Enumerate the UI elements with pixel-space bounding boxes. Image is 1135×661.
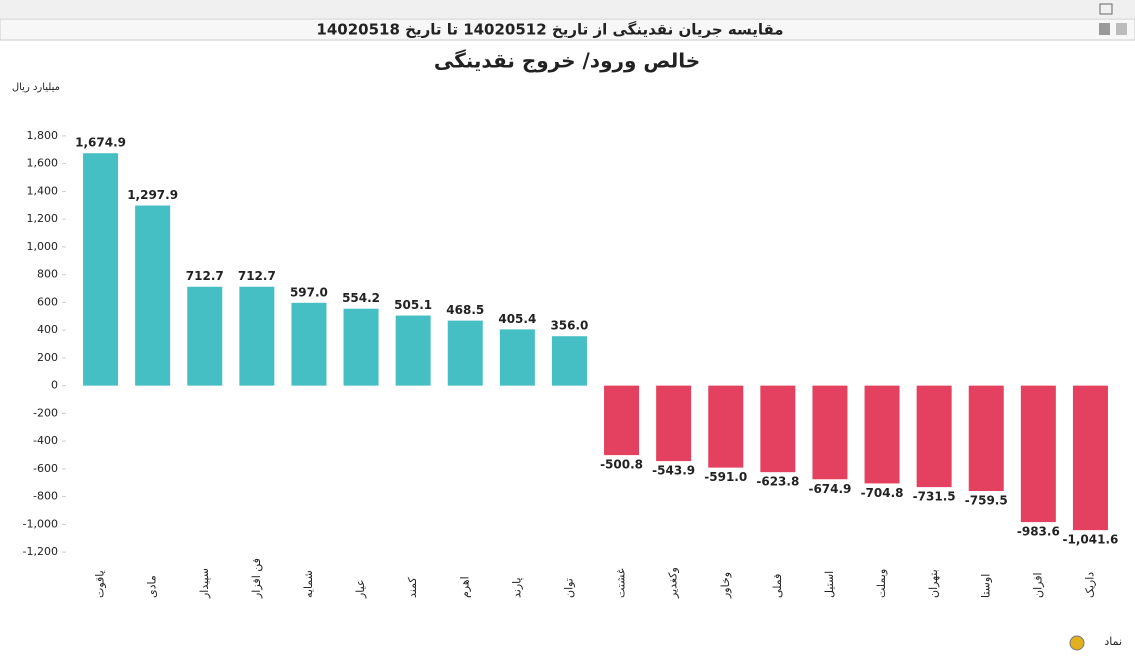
x-tick-label: کمند (406, 577, 419, 598)
x-tick-label: سپیدار (198, 568, 211, 599)
x-tick-label: شمایه (302, 570, 315, 598)
x-tick-label: غشتت (615, 568, 628, 598)
y-tick-label: 1,600 (27, 157, 59, 170)
bar (760, 385, 796, 473)
title-bar (0, 18, 1135, 41)
y-tick-label: 400 (37, 323, 58, 336)
x-axis-label: نماد (1104, 635, 1122, 648)
y-tick-label: 0 (51, 379, 58, 392)
value-label: 405.4 (498, 312, 536, 326)
x-tick-label: فن افزار (250, 558, 263, 599)
y-axis-label: میلیارد ریال (12, 82, 60, 93)
value-label: 468.5 (446, 303, 484, 317)
y-tick-label: 1,000 (27, 240, 59, 253)
chart-title: خالص ورود/ خروج نقدینگی (434, 49, 700, 73)
x-tick-label: اهرم (458, 576, 471, 598)
value-label: 356.0 (550, 319, 588, 333)
x-tick-label: بتهران (927, 569, 940, 598)
bar (395, 315, 431, 386)
value-label: -704.8 (861, 486, 904, 500)
bar (551, 336, 587, 386)
page-title: مقایسه جریان نقدینگی از تاریخ 14020512 ت… (316, 21, 783, 39)
bar (499, 329, 535, 386)
bar (135, 205, 171, 386)
x-tick-label: افران (1031, 572, 1044, 598)
bar (916, 385, 952, 488)
x-tick-label: اوستا (979, 574, 992, 598)
y-tick-label: 800 (37, 268, 58, 281)
value-label: -674.9 (808, 482, 851, 496)
bar (239, 286, 275, 386)
x-tick-label: استیل (823, 571, 836, 598)
bar (604, 385, 640, 456)
value-label: 597.0 (290, 285, 328, 299)
value-label: -591.0 (704, 470, 747, 484)
bar (968, 385, 1004, 492)
print-button[interactable] (1099, 23, 1110, 35)
y-tick-label: -1,200 (23, 545, 58, 558)
x-tick-label: فملی (771, 574, 784, 598)
bar (83, 153, 119, 386)
x-tick-label: یاقوت (94, 570, 107, 598)
export-button[interactable] (1116, 23, 1127, 35)
y-tick-label: 200 (37, 351, 58, 364)
bar (291, 302, 327, 386)
value-label: -543.9 (652, 464, 695, 478)
y-tick-label: -600 (33, 462, 58, 475)
x-tick-label: مادی (146, 575, 159, 598)
value-label: -731.5 (913, 490, 956, 504)
bar (187, 286, 223, 386)
value-label: 505.1 (394, 298, 432, 312)
y-tick-label: -1,000 (23, 517, 58, 530)
bar (656, 385, 692, 462)
value-label: 554.2 (342, 291, 380, 305)
y-tick-label: -400 (33, 434, 58, 447)
y-tick-label: 1,400 (27, 184, 59, 197)
bar (812, 385, 848, 480)
value-label: -983.6 (1017, 525, 1060, 539)
bar (1072, 385, 1108, 531)
x-tick-label: عیار (354, 579, 367, 599)
bar (1020, 385, 1056, 523)
x-tick-label: توان (562, 578, 575, 598)
bar (708, 385, 744, 468)
x-tick-label: پارند (510, 577, 523, 598)
bar (343, 308, 379, 386)
y-tick-label: 600 (37, 295, 58, 308)
value-label: -500.8 (600, 458, 643, 472)
value-label: -1,041.6 (1063, 533, 1119, 547)
value-label: 712.7 (186, 269, 224, 283)
x-tick-label: وبملت (875, 569, 888, 598)
top-bar (0, 0, 1135, 18)
y-tick-label: 1,800 (27, 129, 59, 142)
y-tick-label: -800 (33, 490, 58, 503)
y-tick-label: 1,200 (27, 212, 59, 225)
y-tick-label: -200 (33, 406, 58, 419)
icon[interactable] (1069, 635, 1085, 651)
minimize-button[interactable] (1099, 3, 1113, 15)
value-label: -623.8 (756, 475, 799, 489)
bar (447, 320, 483, 386)
value-label: 1,674.9 (75, 136, 126, 150)
x-tick-label: داریک (1083, 572, 1096, 598)
bar (864, 385, 900, 484)
value-label: 1,297.9 (127, 188, 178, 202)
value-label: -759.5 (965, 494, 1008, 508)
value-label: 712.7 (238, 269, 276, 283)
x-tick-label: وکغدیر (667, 567, 680, 599)
x-tick-label: وخاور (719, 572, 732, 599)
